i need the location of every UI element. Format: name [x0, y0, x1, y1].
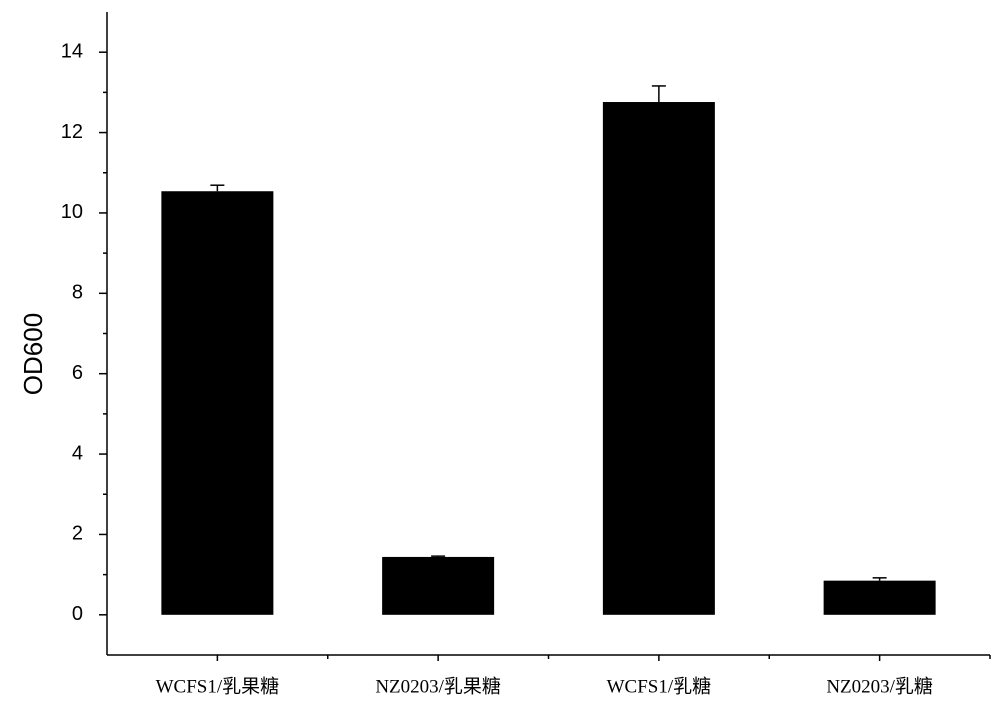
y-tick-label: 14	[61, 40, 83, 62]
x-tick-label: NZ0203/乳果糖	[375, 675, 501, 697]
bar	[161, 191, 273, 615]
x-tick-label: WCFS1/乳糖	[607, 675, 712, 697]
x-tick-label: NZ0203/乳糖	[826, 675, 933, 697]
y-tick-label: 10	[61, 201, 83, 223]
bar	[824, 581, 936, 615]
y-axis-label: OD600	[18, 313, 48, 395]
y-tick-label: 0	[72, 603, 83, 625]
bar	[382, 557, 494, 615]
y-tick-label: 12	[61, 121, 83, 143]
y-tick-label: 6	[72, 362, 83, 384]
x-tick-label: WCFS1/乳果糖	[156, 675, 280, 697]
y-tick-label: 8	[72, 282, 83, 304]
chart: OD600 0 2 4 6 8 10 12 14 WCFS1/乳果糖 NZ0203/乳果糖 WCFS…	[0, 0, 1000, 715]
y-tick-label: 2	[72, 523, 83, 545]
y-tick-label: 4	[72, 442, 83, 464]
bar	[603, 102, 715, 615]
